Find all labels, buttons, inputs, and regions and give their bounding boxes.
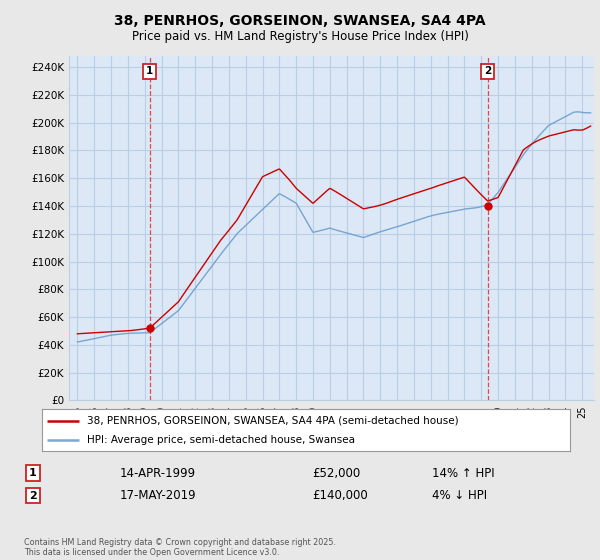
- Text: 38, PENRHOS, GORSEINON, SWANSEA, SA4 4PA: 38, PENRHOS, GORSEINON, SWANSEA, SA4 4PA: [114, 14, 486, 28]
- Text: 1: 1: [29, 468, 37, 478]
- Text: Price paid vs. HM Land Registry's House Price Index (HPI): Price paid vs. HM Land Registry's House …: [131, 30, 469, 43]
- Text: 2: 2: [29, 491, 37, 501]
- Text: HPI: Average price, semi-detached house, Swansea: HPI: Average price, semi-detached house,…: [87, 435, 355, 445]
- Text: 4% ↓ HPI: 4% ↓ HPI: [432, 489, 487, 502]
- Text: Contains HM Land Registry data © Crown copyright and database right 2025.
This d: Contains HM Land Registry data © Crown c…: [24, 538, 336, 557]
- Text: 1: 1: [146, 67, 153, 77]
- Text: 14% ↑ HPI: 14% ↑ HPI: [432, 466, 494, 480]
- Text: 17-MAY-2019: 17-MAY-2019: [120, 489, 197, 502]
- Text: £52,000: £52,000: [312, 466, 360, 480]
- Text: 2: 2: [484, 67, 491, 77]
- Text: 38, PENRHOS, GORSEINON, SWANSEA, SA4 4PA (semi-detached house): 38, PENRHOS, GORSEINON, SWANSEA, SA4 4PA…: [87, 416, 458, 426]
- Text: 14-APR-1999: 14-APR-1999: [120, 466, 196, 480]
- Text: £140,000: £140,000: [312, 489, 368, 502]
